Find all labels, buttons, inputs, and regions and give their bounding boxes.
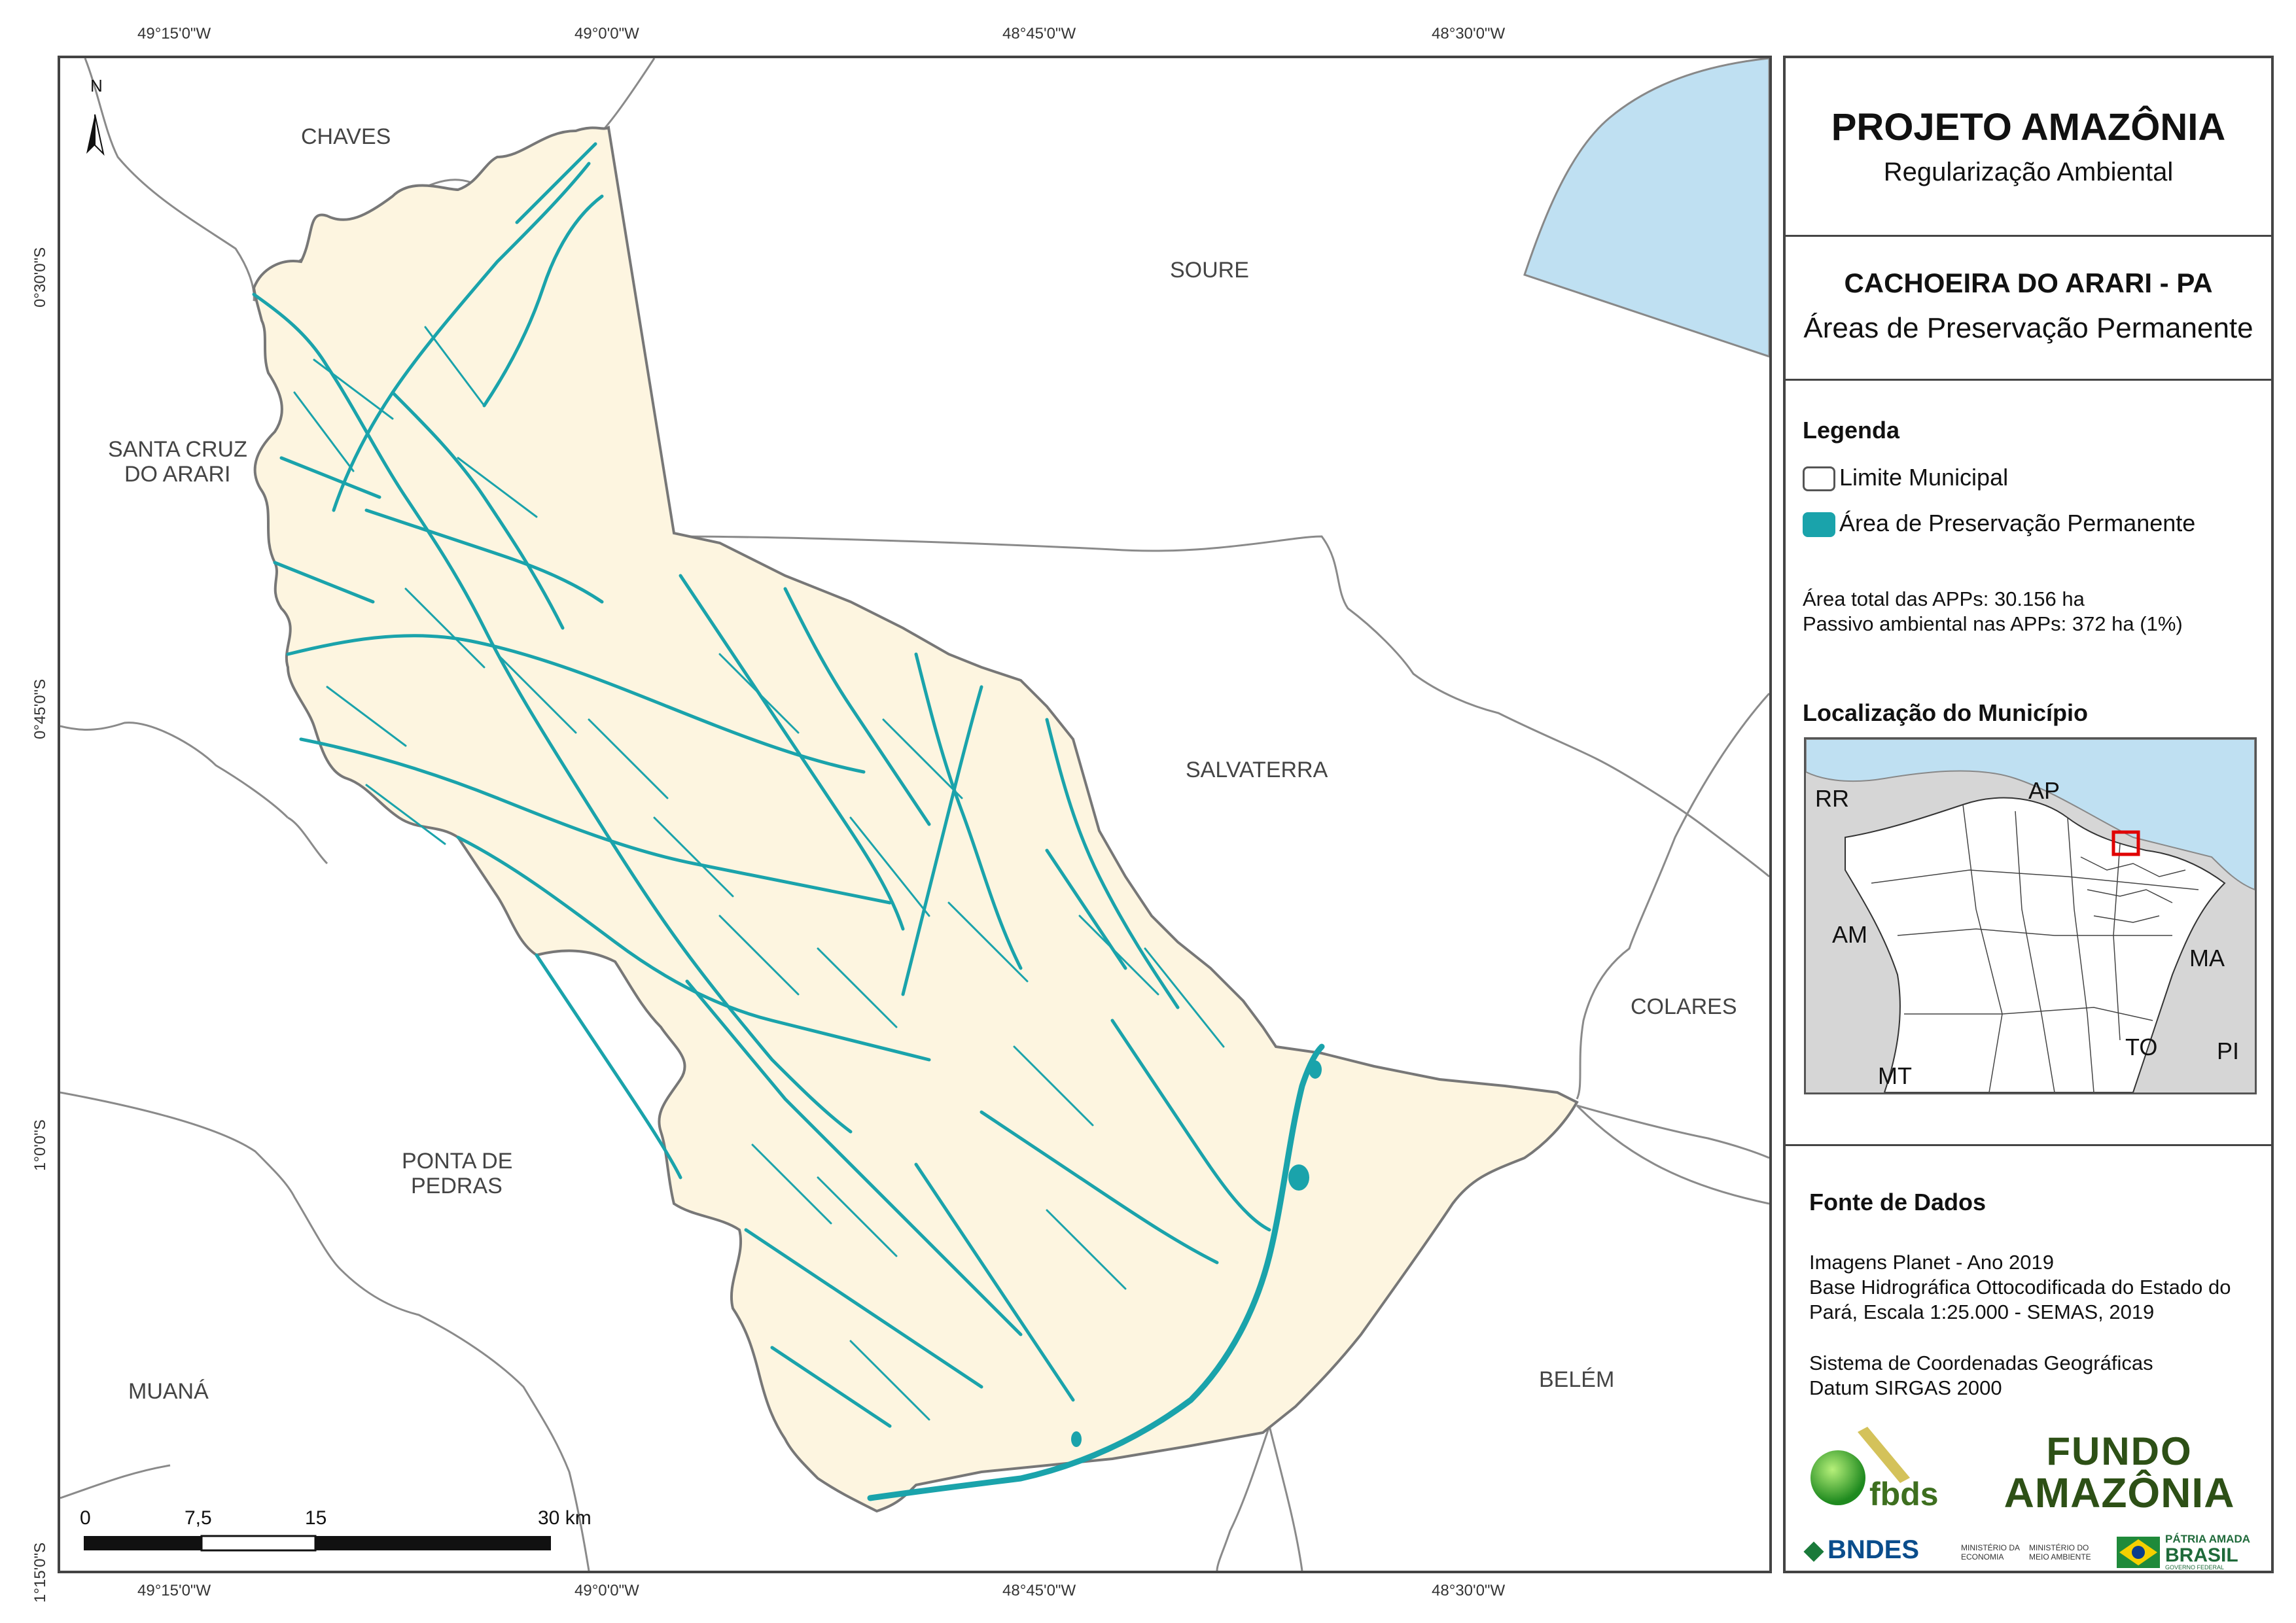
label-santa-cruz-1: SANTA CRUZ xyxy=(108,437,247,462)
side-panel: PROJETO AMAZÔNIA Regularização Ambiental… xyxy=(1783,56,2274,1573)
coord-bottom-1: 49°15'0"W xyxy=(137,1582,211,1599)
coord-bottom-4: 48°30'0"W xyxy=(1432,1582,1506,1599)
crs-line-1: Sistema de Coordenadas Geográficas xyxy=(1809,1352,2153,1374)
municipality-name: CACHOEIRA DO ARARI - PA xyxy=(1844,268,2213,298)
crs-line-2: Datum SIRGAS 2000 xyxy=(1809,1376,2002,1399)
brasil-flag-icon xyxy=(2117,1537,2160,1568)
state-ma: MA xyxy=(2189,945,2225,971)
label-belem: BELÉM xyxy=(1539,1367,1615,1392)
fundo-text-1: FUNDO xyxy=(2046,1429,2193,1473)
source-line-2: Base Hidrográfica Ottocodificada do Esta… xyxy=(1809,1276,2231,1299)
coord-top-1: 49°15'0"W xyxy=(137,25,211,43)
coord-top-3: 48°45'0"W xyxy=(1002,25,1076,43)
scale-bar xyxy=(84,1535,551,1552)
water-body xyxy=(1523,58,1769,358)
label-ponta-1: PONTA DE xyxy=(402,1149,513,1174)
legend-section: Legenda Limite Municipal Área de Preserv… xyxy=(1786,379,2271,1146)
scale-tick-0: 0 xyxy=(80,1507,91,1529)
label-ponta-2: PEDRAS xyxy=(411,1174,503,1198)
legend-swatch-app xyxy=(1803,512,1835,538)
bndes-icon xyxy=(1803,1541,1824,1562)
state-to: TO xyxy=(2125,1034,2158,1060)
legend-label-app: Área de Preservação Permanente xyxy=(1839,510,2196,536)
fbds-text: fbds xyxy=(1869,1476,1939,1512)
bndes-text: BNDES xyxy=(1828,1535,1920,1564)
municipality-section: CACHOEIRA DO ARARI - PA Áreas de Preserv… xyxy=(1786,235,2271,381)
app-island-3 xyxy=(1071,1431,1082,1447)
scale-tick-1: 7,5 xyxy=(185,1507,212,1529)
north-label: N xyxy=(90,76,103,96)
fbds-logo-icon xyxy=(1810,1427,1910,1505)
state-pi: PI xyxy=(2217,1038,2240,1064)
coord-left-4: 1°15'0"S xyxy=(31,1542,49,1603)
legend-heading: Legenda xyxy=(1803,417,1900,444)
source-heading: Fonte de Dados xyxy=(1809,1189,1987,1215)
scale-tick-2: 15 xyxy=(305,1507,327,1529)
app-coastal-strip xyxy=(867,1043,1325,1501)
municipality-polygon xyxy=(252,125,1579,1513)
stat-total: Área total das APPs: 30.156 ha xyxy=(1803,587,2085,610)
label-salvaterra: SALVATERRA xyxy=(1186,758,1328,782)
map-canvas: N 0 7,5 15 30 km xyxy=(60,58,1769,1571)
coord-left-3: 1°0'0"S xyxy=(31,1119,49,1171)
location-map xyxy=(1806,739,2255,1092)
state-mt: MT xyxy=(1878,1062,1912,1089)
map-theme: Áreas de Preservação Permanente xyxy=(1803,312,2253,344)
label-muana: MUANÁ xyxy=(128,1379,209,1404)
label-soure: SOURE xyxy=(1170,258,1249,283)
source-section: Fonte de Dados Imagens Planet - Ano 2019… xyxy=(1786,1144,2271,1571)
coord-bottom-3: 48°45'0"W xyxy=(1002,1582,1076,1599)
fundo-amazonia-logo: FUNDO AMAZÔNIA xyxy=(1982,1432,2257,1517)
source-line-1: Imagens Planet - Ano 2019 xyxy=(1809,1251,2054,1274)
legend-item-app: Área de Preservação Permanente xyxy=(1803,510,2196,538)
min-meio-ambiente: MINISTÉRIO DO MEIO AMBIENTE xyxy=(2029,1543,2091,1562)
project-subtitle: Regularização Ambiental xyxy=(1883,158,2174,186)
project-title: PROJETO AMAZÔNIA xyxy=(1831,106,2226,148)
app-island-1 xyxy=(1288,1164,1309,1191)
label-colares: COLARES xyxy=(1631,994,1737,1019)
map-frame: N 0 7,5 15 30 km xyxy=(58,56,1772,1573)
fbds-logo: fbds xyxy=(1805,1425,1962,1517)
location-heading: Localização do Município xyxy=(1803,699,2089,726)
coord-top-4: 48°30'0"W xyxy=(1432,25,1506,43)
fundo-text-2: AMAZÔNIA xyxy=(2004,1469,2235,1516)
location-inset: RR AP AM MA TO MT PI xyxy=(1804,737,2257,1094)
patria-3: GOVERNO FEDERAL xyxy=(2165,1564,2225,1571)
label-santa-cruz-2: DO ARARI xyxy=(124,462,231,487)
app-tributaries xyxy=(293,326,1225,1421)
title-section: PROJETO AMAZÔNIA Regularização Ambiental xyxy=(1786,58,2271,237)
legend-swatch-limite xyxy=(1803,466,1835,492)
north-arrow-icon xyxy=(86,114,105,156)
coord-left-1: 0°30'0"S xyxy=(31,247,49,307)
coord-left-2: 0°45'0"S xyxy=(31,678,49,739)
coord-top-2: 49°0'0"W xyxy=(574,25,639,43)
source-line-3: Pará, Escala 1:25.000 - SEMAS, 2019 xyxy=(1809,1300,2155,1323)
app-network xyxy=(252,142,1271,1428)
scale-tick-3: 30 km xyxy=(538,1507,592,1529)
app-island-2 xyxy=(1309,1060,1322,1079)
patria-1: PÁTRIA AMADA xyxy=(2165,1533,2251,1545)
label-chaves: CHAVES xyxy=(301,124,391,149)
min-economia: MINISTÉRIO DA ECONOMIA xyxy=(1961,1543,2020,1562)
state-am: AM xyxy=(1832,921,1867,948)
legend-item-limite: Limite Municipal xyxy=(1803,464,2009,492)
patria-2: BRASIL xyxy=(2165,1544,2238,1566)
stat-passivo: Passivo ambiental nas APPs: 372 ha (1%) xyxy=(1803,612,2183,635)
legend-label-limite: Limite Municipal xyxy=(1839,464,2009,491)
state-rr: RR xyxy=(1815,785,1849,812)
state-ap: AP xyxy=(2028,777,2060,804)
coord-bottom-2: 49°0'0"W xyxy=(574,1582,639,1599)
